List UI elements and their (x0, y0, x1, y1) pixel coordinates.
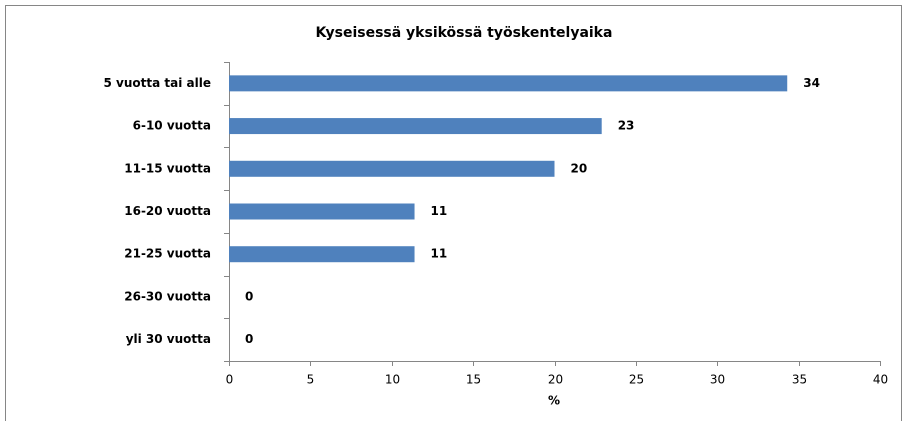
y-tick-label: yli 30 vuotta (126, 332, 211, 346)
x-tick-label: 25 (629, 373, 644, 387)
x-tick-label: 5 (307, 373, 315, 387)
y-tick-label: 5 vuotta tai alle (104, 76, 211, 90)
bar (229, 75, 788, 92)
y-tick-label: 26-30 vuotta (124, 289, 211, 303)
data-label: 20 (571, 161, 588, 175)
y-tick-label: 6-10 vuotta (133, 119, 211, 133)
x-tick-label: 10 (385, 373, 400, 387)
chart-title: Kyseisessä yksikössä työskentelyaika (316, 25, 613, 41)
data-label: 0 (245, 332, 253, 346)
y-tick-label: 16-20 vuotta (124, 204, 211, 218)
data-label: 0 (245, 289, 253, 303)
x-tick-label: 35 (792, 373, 807, 387)
data-label: 11 (431, 247, 448, 261)
x-tick-label: 15 (466, 373, 481, 387)
x-tick-label: 20 (548, 373, 563, 387)
x-axis-label: % (548, 394, 560, 408)
bar (229, 118, 602, 135)
data-label: 11 (431, 204, 448, 218)
bar (229, 246, 415, 263)
bar (229, 160, 555, 177)
y-tick-label: 11-15 vuotta (124, 161, 211, 175)
x-tick-label: 30 (710, 373, 725, 387)
data-label: 34 (803, 76, 820, 90)
x-tick-label: 40 (873, 373, 888, 387)
data-label: 23 (618, 119, 635, 133)
bar (229, 203, 415, 220)
x-tick-label: 0 (226, 373, 234, 387)
y-tick-label: 21-25 vuotta (124, 247, 211, 261)
chart-frame (5, 5, 902, 421)
